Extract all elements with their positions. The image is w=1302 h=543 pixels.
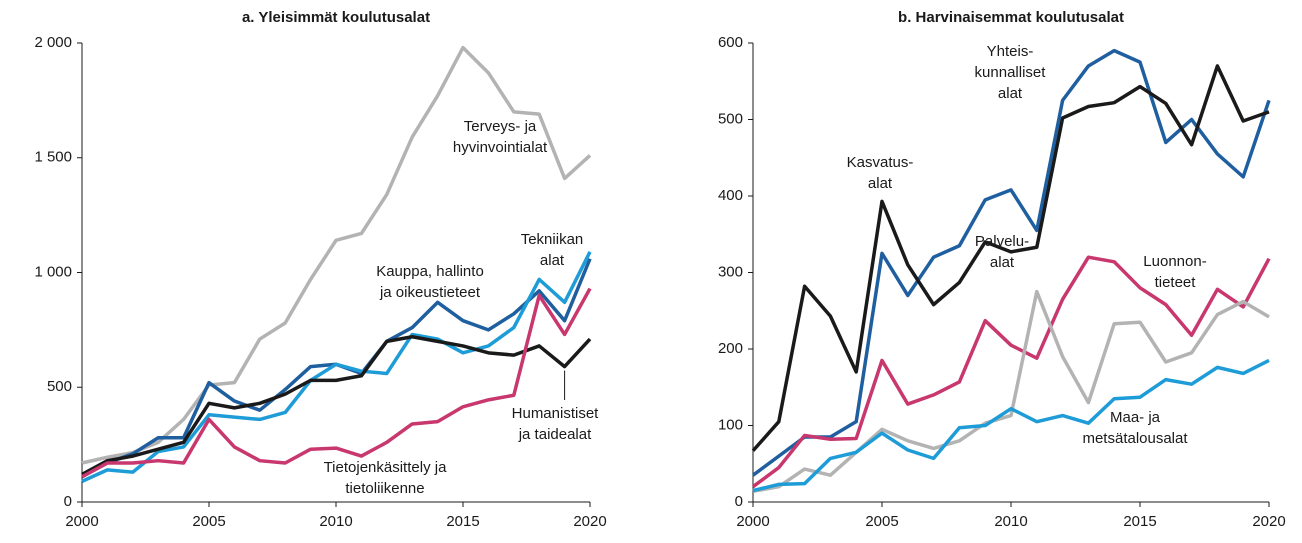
y-tick-label: 100 bbox=[718, 416, 743, 433]
x-tick-label: 2000 bbox=[736, 513, 769, 530]
y-tick-label: 1 000 bbox=[34, 263, 72, 280]
series-label: alat bbox=[868, 175, 893, 192]
series-line bbox=[751, 48, 1271, 477]
y-tick-label: 400 bbox=[718, 187, 743, 204]
y-tick-label: 2 000 bbox=[34, 34, 72, 51]
series-label: alat bbox=[990, 254, 1015, 271]
y-tick-label: 200 bbox=[718, 340, 743, 357]
series-label: kunnalliset bbox=[975, 64, 1047, 81]
series-line bbox=[752, 358, 1270, 493]
y-tick-label: 600 bbox=[718, 34, 743, 51]
series-label: tieteet bbox=[1155, 274, 1197, 291]
series-label: ja oikeustieteet bbox=[379, 284, 481, 301]
series-line bbox=[81, 335, 592, 476]
series-label: alat bbox=[998, 85, 1023, 102]
series-label: Humanistiset bbox=[512, 405, 600, 422]
series-label: Yhteis- bbox=[987, 43, 1034, 60]
x-tick-label: 2010 bbox=[319, 513, 352, 530]
y-tick-label: 0 bbox=[64, 493, 72, 510]
series-label: Kasvatus- bbox=[847, 154, 914, 171]
series-label: Terveys- ja bbox=[464, 118, 537, 135]
y-tick-label: 0 bbox=[735, 493, 743, 510]
series-label: tietoliikenne bbox=[345, 480, 424, 497]
series-line bbox=[81, 45, 592, 465]
x-tick-label: 2005 bbox=[865, 513, 898, 530]
y-tick-label: 500 bbox=[47, 378, 72, 395]
x-tick-label: 2020 bbox=[573, 513, 606, 530]
series-label: hyvinvointialat bbox=[453, 139, 548, 156]
x-tick-label: 2015 bbox=[1123, 513, 1156, 530]
series-label: Maa- ja bbox=[1110, 409, 1161, 426]
series-line bbox=[752, 289, 1270, 494]
series-label: Tietojenkäsittely ja bbox=[324, 459, 447, 476]
x-tick-label: 2015 bbox=[446, 513, 479, 530]
y-tick-label: 300 bbox=[718, 263, 743, 280]
chart-title: a. Yleisimmät koulutusalat bbox=[242, 9, 430, 26]
series-line bbox=[81, 251, 592, 483]
series-label: alat bbox=[540, 252, 565, 269]
series-label: metsätalousalat bbox=[1082, 430, 1188, 447]
series-label: ja taidealat bbox=[518, 426, 592, 443]
series-line bbox=[751, 255, 1271, 489]
series-line bbox=[81, 287, 592, 479]
series-label: Tekniikan bbox=[521, 231, 584, 248]
x-tick-label: 2010 bbox=[994, 513, 1027, 530]
x-tick-label: 2020 bbox=[1252, 513, 1285, 530]
series-label: Kauppa, hallinto bbox=[376, 263, 484, 280]
x-tick-label: 2005 bbox=[192, 513, 225, 530]
series-label: Palvelu- bbox=[975, 233, 1029, 250]
x-tick-label: 2000 bbox=[65, 513, 98, 530]
chart-title: b. Harvinaisemmat koulutusalat bbox=[898, 9, 1124, 26]
y-tick-label: 1 500 bbox=[34, 149, 72, 166]
y-tick-label: 500 bbox=[718, 110, 743, 127]
series-label: Luonnon- bbox=[1143, 253, 1206, 270]
series-line bbox=[751, 64, 1270, 452]
